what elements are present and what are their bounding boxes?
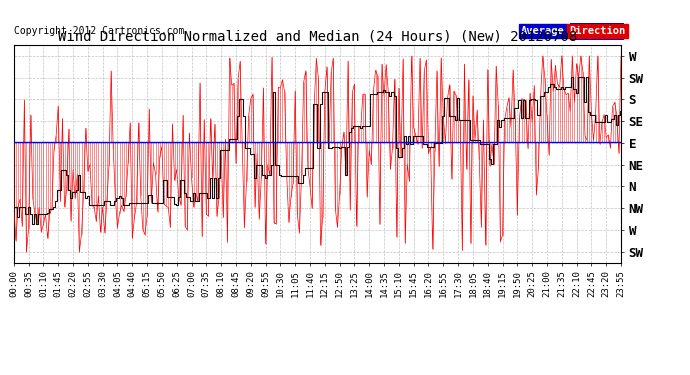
Title: Wind Direction Normalized and Median (24 Hours) (New) 20120708: Wind Direction Normalized and Median (24… xyxy=(58,30,577,44)
Text: Average: Average xyxy=(521,26,564,36)
Text: Direction: Direction xyxy=(569,26,626,36)
Text: Average: Average xyxy=(574,26,621,36)
Text: Copyright 2012 Cartronics.com: Copyright 2012 Cartronics.com xyxy=(14,26,184,36)
